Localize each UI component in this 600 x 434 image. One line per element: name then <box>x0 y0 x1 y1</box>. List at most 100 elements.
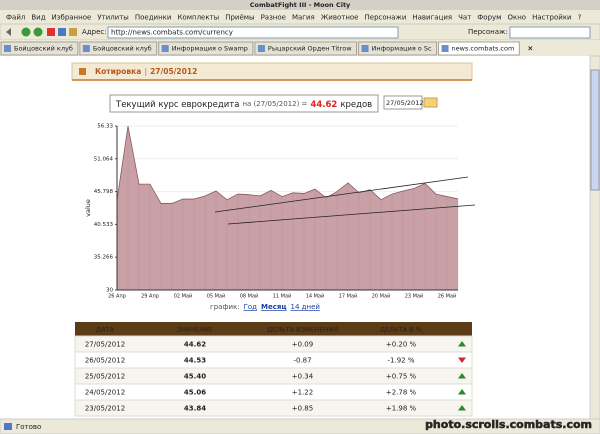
address-input[interactable] <box>107 26 399 39</box>
table-cell: 45.06 <box>184 389 206 397</box>
tab[interactable]: Информация о Swamp <box>158 41 254 56</box>
header-text: Котировка | 27/05/2012 <box>95 67 197 77</box>
table-cell: 25/05/2012 <box>85 373 125 381</box>
tab-background <box>0 41 79 56</box>
column-header: ЗНАЧЕНИЕ <box>177 326 213 334</box>
tab-background <box>158 41 254 56</box>
up-button[interactable] <box>6 28 11 36</box>
tab-background <box>438 41 520 56</box>
rate-unit: кредов <box>340 100 372 110</box>
table-cell: +2.78 % <box>386 389 417 397</box>
x-tick-label: 14 Май <box>306 293 325 300</box>
x-tick-label: 05 Май <box>207 293 226 300</box>
separator: | <box>144 67 147 77</box>
menu-item[interactable]: Форум <box>477 14 501 22</box>
table-cell: 23/05/2012 <box>85 405 125 413</box>
tab-icon <box>441 45 449 52</box>
tab-background <box>254 41 358 56</box>
tab-label: Информация о Sc <box>372 45 432 53</box>
rate-title: Текущий курс еврокредита <box>115 100 239 110</box>
y-axis-label: value <box>84 199 92 217</box>
arrow-up <box>458 373 466 379</box>
menu: Файл Вид Избранное Утилиты Поединки Комплекты… <box>6 14 582 22</box>
table-cell: 44.53 <box>184 357 206 365</box>
section: Котировка <box>95 67 141 76</box>
x-tick-label: 23 Май <box>405 293 424 300</box>
address-label: Адрес: <box>82 28 107 36</box>
tab[interactable]: Бойцовский клуб <box>79 41 158 56</box>
scroll-thumb[interactable] <box>590 69 600 191</box>
rate-value: 44.62 <box>310 100 337 110</box>
tab[interactable]: Бойцовский клуб <box>0 41 79 56</box>
y-tick-label: 35.266 <box>94 255 114 261</box>
x-tick-label: 20 Май <box>372 293 391 300</box>
tab-label: Бойцовский клуб <box>14 45 73 53</box>
arrow-up <box>458 341 466 347</box>
arrow-down <box>458 357 466 363</box>
status-text: Готово <box>16 423 41 431</box>
menu-item[interactable]: Файл <box>6 14 25 22</box>
menu-item[interactable]: Избранное <box>52 14 92 22</box>
refresh-button[interactable] <box>58 28 66 36</box>
home-button[interactable] <box>69 28 77 36</box>
x-tick-label: 11 Май <box>273 293 292 300</box>
tab-icon <box>4 45 11 52</box>
url: http://news.combats.com/currency <box>111 29 233 37</box>
menu-item[interactable]: Утилиты <box>97 14 129 22</box>
menu-item[interactable]: Поединки <box>135 14 172 22</box>
menu-item[interactable]: Настройки <box>532 14 572 22</box>
table-cell: +0.20 % <box>386 341 417 349</box>
x-tick-label: 26 Апр <box>108 294 126 300</box>
table-row <box>74 399 473 417</box>
menu-item[interactable]: Разное <box>261 14 286 22</box>
calendar-button[interactable] <box>423 97 438 108</box>
back-button[interactable] <box>21 27 31 37</box>
column-header: ДАТА <box>96 326 114 334</box>
stop-button[interactable] <box>47 28 55 36</box>
menu-item[interactable]: Окно <box>507 14 526 22</box>
table-cell: 43.84 <box>184 405 206 413</box>
y-tick-label: 51.064 <box>94 156 114 162</box>
tab[interactable]: news.combats.com <box>438 41 520 56</box>
section-date: 27/05/2012 <box>150 67 197 76</box>
menu-item[interactable]: Магия <box>292 14 315 22</box>
tab-icon <box>257 45 265 52</box>
tab-icon <box>82 45 90 52</box>
watermark: photo.scrolls.combats.com <box>425 418 592 431</box>
menu-item[interactable]: ? <box>578 14 582 22</box>
date-input[interactable] <box>383 95 423 110</box>
header-icon <box>79 68 86 75</box>
menu-item[interactable]: Вид <box>31 14 45 22</box>
menu-item[interactable]: Комплекты <box>177 14 219 22</box>
menu-item[interactable]: Приёмы <box>225 14 254 22</box>
tab-label: Бойцовский клуб <box>93 45 152 53</box>
graph-links: график: Год Месяц 14 дней <box>210 303 320 311</box>
table-cell: 24/05/2012 <box>85 389 125 397</box>
forward-button[interactable] <box>33 27 43 37</box>
trend-line <box>227 204 476 225</box>
menu-item[interactable]: Чат <box>458 14 471 22</box>
rate-box <box>109 94 379 113</box>
tab[interactable]: Рыцарский Орден Titrow <box>254 41 358 56</box>
graph-link[interactable]: Месяц <box>261 303 287 311</box>
tab-icon <box>161 45 169 52</box>
table-cell: 45.40 <box>184 373 206 381</box>
date-input-text: 27/05/2012 <box>386 99 423 107</box>
table-cell: +0.34 <box>292 373 314 381</box>
tab-close[interactable]: × <box>527 45 533 53</box>
graph-link[interactable]: 14 дней <box>291 303 320 311</box>
tab-icon <box>361 45 369 52</box>
menu-item[interactable]: Животное <box>321 14 359 22</box>
menu-item[interactable]: Персонажи <box>365 14 407 22</box>
tab[interactable]: Информация о Sc <box>358 41 438 56</box>
x-tick-label: 26 Май <box>438 293 457 300</box>
tabs: Бойцовский клуб Бойцовский клуб Информация… <box>0 41 533 56</box>
character-input[interactable] <box>509 26 591 39</box>
y-tick-label: 45.798 <box>94 189 114 195</box>
y-tick-label: 30 <box>106 288 113 294</box>
menu-item[interactable]: Навигация <box>412 14 452 22</box>
graph-link[interactable]: Год <box>244 303 258 311</box>
tab-label: news.combats.com <box>452 45 515 53</box>
rate-on: на (27/05/2012) = <box>242 100 307 108</box>
